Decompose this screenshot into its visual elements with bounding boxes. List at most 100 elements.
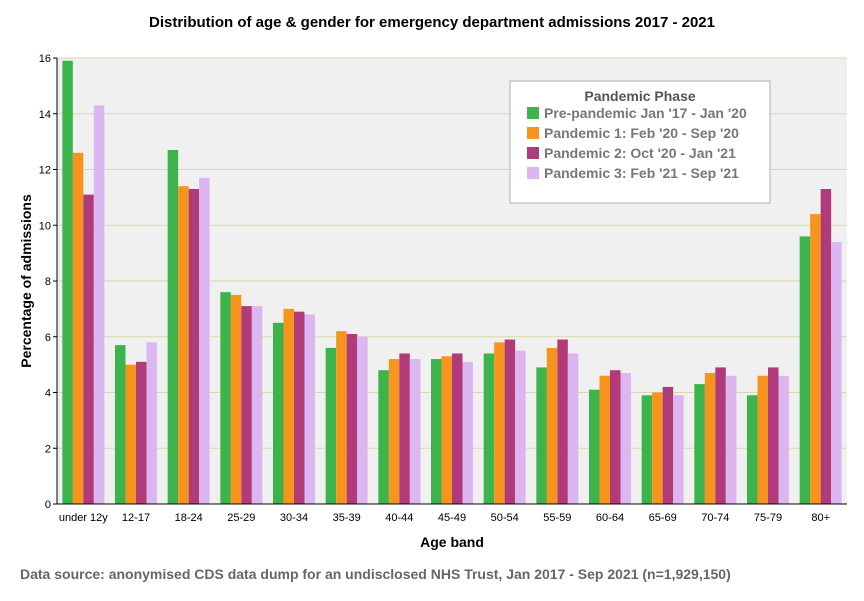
- bar: [357, 336, 368, 504]
- bar: [557, 339, 568, 504]
- legend-label: Pandemic 3: Feb '21 - Sep '21: [544, 165, 739, 181]
- y-tick-label: 8: [45, 276, 51, 288]
- bar: [146, 342, 157, 504]
- bar: [62, 60, 73, 504]
- bar: [610, 370, 621, 504]
- y-tick-label: 2: [45, 443, 51, 455]
- bar: [220, 292, 231, 504]
- bar: [704, 372, 716, 504]
- bar: [831, 241, 842, 504]
- bar: [757, 375, 768, 504]
- bar: [778, 375, 789, 504]
- x-tick-label: 45-49: [438, 512, 466, 524]
- bar: [378, 370, 389, 504]
- y-tick-label: 0: [45, 499, 51, 511]
- bar: [504, 339, 516, 504]
- x-tick-label: 60-64: [596, 512, 624, 524]
- source-note: Data source: anonymised CDS data dump fo…: [20, 566, 731, 582]
- bar: [336, 331, 347, 504]
- legend-swatch: [527, 167, 539, 179]
- bar: [125, 364, 136, 504]
- bar: [304, 314, 315, 504]
- bar: [441, 356, 452, 504]
- bar: [694, 384, 705, 504]
- legend: Pandemic Phase Pre-pandemic Jan '17 - Ja…: [509, 80, 771, 204]
- bar: [136, 361, 147, 504]
- x-tick-label: 25-29: [227, 512, 255, 524]
- bar: [178, 186, 189, 504]
- bar: [188, 189, 200, 504]
- bar: [452, 353, 463, 504]
- bar: [346, 333, 358, 504]
- bar: [294, 311, 305, 504]
- legend-swatch: [527, 127, 539, 139]
- bar: [599, 375, 610, 504]
- bar: [83, 194, 94, 504]
- bar: [167, 149, 179, 505]
- bar: [325, 347, 337, 504]
- bar: [494, 342, 505, 504]
- bar: [241, 306, 252, 504]
- x-tick-label: 18-24: [175, 512, 203, 524]
- bar: [462, 361, 473, 504]
- y-tick-label: 16: [39, 53, 51, 65]
- x-tick-label: 50-54: [491, 512, 519, 524]
- bar: [399, 353, 410, 504]
- x-tick-label: under 12y: [59, 512, 108, 524]
- bar: [483, 353, 495, 504]
- legend-title: Pandemic Phase: [584, 88, 695, 104]
- bar: [230, 294, 242, 504]
- bar: [810, 214, 821, 504]
- bar: [620, 372, 631, 504]
- bar: [431, 359, 442, 504]
- bar: [115, 345, 126, 504]
- bar: [673, 395, 684, 504]
- x-tick-label: 55-59: [543, 512, 571, 524]
- bar: [273, 322, 284, 504]
- y-tick-label: 12: [39, 165, 51, 177]
- bar: [641, 395, 653, 504]
- bar: [715, 367, 726, 504]
- bar: [409, 359, 421, 504]
- bar: [820, 189, 832, 504]
- bar: [725, 375, 737, 504]
- bar: [747, 395, 758, 504]
- bar: [93, 105, 105, 504]
- y-tick-label: 10: [39, 220, 51, 232]
- y-tick-label: 14: [39, 109, 51, 121]
- bar: [567, 353, 579, 504]
- x-tick-label: 12-17: [122, 512, 150, 524]
- legend-label: Pre-pandemic Jan '17 - Jan '20: [544, 105, 747, 121]
- x-tick-label: 30-34: [280, 512, 308, 524]
- x-tick-label: 75-79: [754, 512, 782, 524]
- x-axis-title: Age band: [420, 534, 484, 550]
- legend-label: Pandemic 1: Feb '20 - Sep '20: [544, 125, 739, 141]
- legend-label: Pandemic 2: Oct '20 - Jan '21: [544, 145, 736, 161]
- x-tick-label: 40-44: [385, 512, 413, 524]
- bar: [536, 367, 547, 504]
- bar: [589, 389, 600, 504]
- y-tick-label: 4: [45, 388, 51, 400]
- bar: [652, 392, 663, 504]
- x-tick-label: 35-39: [333, 512, 361, 524]
- legend-box: [509, 80, 771, 204]
- bar: [799, 236, 811, 504]
- y-tick-label: 6: [45, 332, 51, 344]
- legend-swatch: [527, 147, 539, 159]
- x-tick-label: 65-69: [649, 512, 677, 524]
- bar: [251, 306, 263, 504]
- chart-title: Distribution of age & gender for emergen…: [149, 14, 715, 31]
- bar: [515, 350, 526, 504]
- bar: [768, 367, 779, 504]
- bar: [72, 152, 84, 504]
- bar: [662, 386, 674, 504]
- bar: [388, 359, 400, 504]
- bar: [283, 308, 294, 504]
- bar: [199, 177, 210, 505]
- bar: [546, 347, 558, 504]
- legend-swatch: [527, 107, 539, 119]
- y-axis-title: Percentage of admissions: [18, 194, 34, 368]
- x-tick-label: 70-74: [701, 512, 729, 524]
- x-tick-label: 80+: [811, 512, 830, 524]
